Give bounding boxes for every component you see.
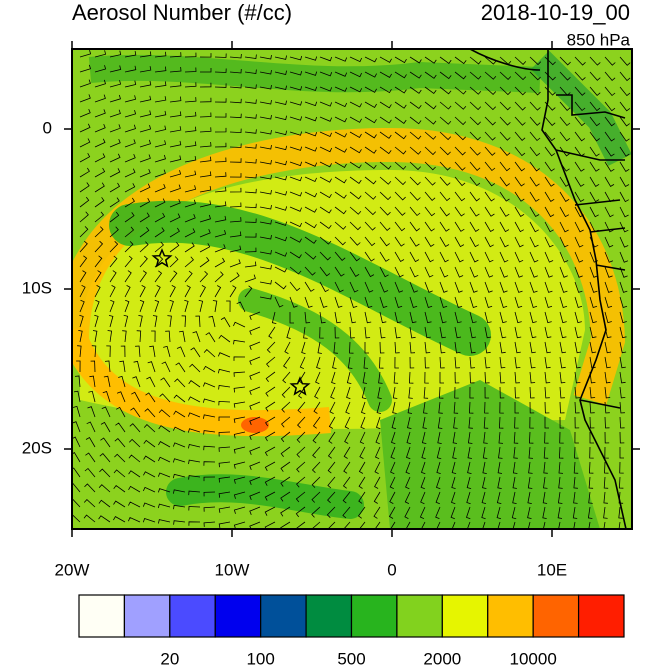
colorbar-label: 500 — [337, 649, 365, 667]
field-green — [166, 474, 364, 519]
colorbar-label: 10000 — [510, 649, 557, 667]
date: 2018-10-19_00 — [481, 0, 630, 25]
colorbar-label: 100 — [246, 649, 274, 667]
colorbar-box — [577, 594, 625, 638]
star-marker — [289, 376, 311, 396]
y-tick-label: 20S — [22, 438, 52, 457]
colorbar-label: 2000 — [423, 649, 461, 667]
field — [72, 49, 632, 529]
field-green — [109, 200, 491, 356]
axes: 20W 10W 0 10E 0 10S 20S — [22, 41, 640, 579]
colorbar-box — [487, 594, 534, 638]
x-tick-label: 10E — [537, 560, 567, 579]
wind-barbs — [72, 49, 631, 529]
colorbar-box — [532, 594, 580, 638]
colorbar-box — [260, 594, 307, 638]
star-marker — [151, 248, 173, 268]
colorbar: 20 100 500 2000 10000 — [78, 594, 625, 667]
title: Aerosol Number (#/cc) — [72, 0, 292, 25]
y-tick-label: 0 — [43, 118, 52, 137]
x-tick-label: 10W — [215, 560, 250, 579]
x-tick-label: 20W — [55, 560, 90, 579]
colorbar-box — [350, 594, 398, 638]
colorbar-box — [123, 594, 171, 638]
field-orange — [72, 325, 331, 437]
level: 850 hPa — [567, 30, 631, 49]
colorbar-box — [169, 594, 216, 638]
y-tick-label: 10S — [22, 278, 52, 297]
colorbar-box — [214, 594, 262, 638]
colorbar-box — [441, 594, 489, 638]
colorbar-label: 20 — [160, 649, 179, 667]
x-tick-label: 0 — [387, 560, 396, 579]
colorbar-box — [305, 594, 353, 638]
field-green — [530, 50, 632, 166]
coastline — [469, 49, 627, 529]
colorbar-box — [396, 594, 443, 638]
field-green — [238, 288, 392, 412]
colorbar-box — [78, 594, 126, 638]
field-red — [241, 417, 269, 433]
